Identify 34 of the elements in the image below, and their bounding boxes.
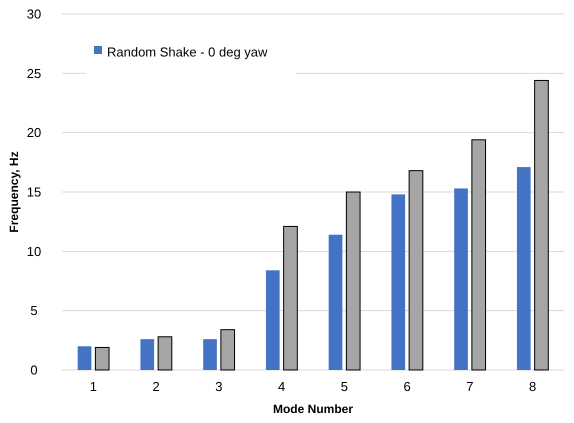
y-tick-label: 0: [30, 362, 38, 378]
bar: [283, 226, 298, 370]
y-tick-label: 30: [26, 6, 42, 22]
x-tick-label: 6: [404, 379, 411, 394]
bar: [94, 346, 110, 370]
y-tick-label: 10: [26, 244, 42, 259]
bar: [158, 336, 172, 370]
bar: [391, 194, 406, 370]
bar: [346, 192, 361, 370]
bar: [328, 234, 342, 370]
y-tick-label: 20: [26, 125, 42, 140]
x-tick-label: 7: [466, 379, 474, 394]
bar: [78, 346, 92, 370]
x-axis-title: Mode Number: [272, 402, 354, 416]
bar: [471, 139, 486, 370]
x-tick-label: 1: [90, 379, 97, 394]
bar: [408, 170, 424, 370]
bar: [516, 167, 531, 370]
legend-label: Random Shake - 0 deg yaw: [107, 44, 268, 60]
bar: [140, 339, 154, 370]
y-tick-label: 5: [30, 303, 38, 318]
x-tick-label: 8: [529, 379, 536, 394]
y-tick-label: 25: [26, 66, 42, 81]
bar: [534, 80, 549, 370]
x-tick-label: 3: [215, 379, 222, 394]
bar: [220, 329, 236, 370]
y-tick-label: 15: [26, 184, 42, 200]
y-axis-title: Frequency, Hz: [7, 151, 21, 233]
x-tick-label: 4: [278, 379, 286, 394]
x-tick-label: 5: [340, 379, 348, 394]
bar: [266, 270, 280, 370]
bar: [203, 339, 217, 370]
bar: [454, 188, 468, 370]
x-tick-label: 2: [152, 379, 160, 394]
